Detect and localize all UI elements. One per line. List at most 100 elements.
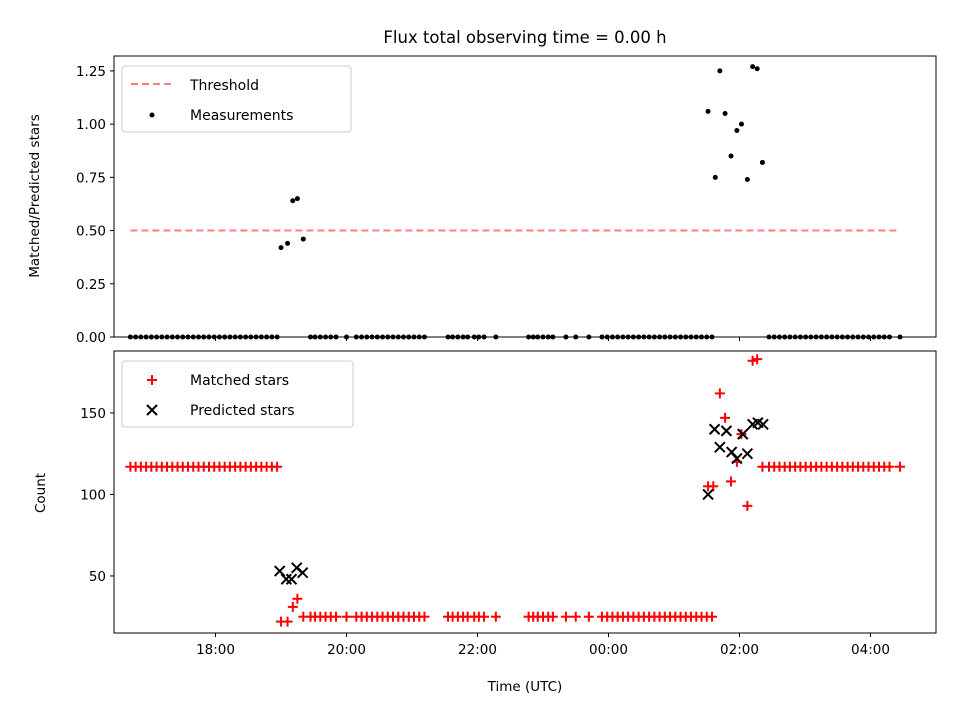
predicted-star-point [714,441,726,453]
measurement-point [481,334,487,340]
measurement-point [704,334,710,340]
measurement-point [886,334,892,340]
x-stroke [702,488,714,501]
matched-star-point [419,611,430,622]
measurement-point [860,334,866,340]
measurement-point [353,334,359,340]
measurement-point [540,334,546,340]
measurement-point [545,334,551,340]
matched-star-point [287,601,298,612]
matched-star-point [747,355,758,366]
measurement-point [278,245,284,251]
measurement-point [754,66,760,72]
measurement-point [818,334,824,340]
measurement-point [269,334,275,340]
measurement-point [526,334,532,340]
measurement-point [630,334,636,340]
top-legend-box [121,65,352,133]
measurement-point [759,159,765,165]
measurement-point [636,334,642,340]
measurement-point [693,334,699,340]
x-stroke [285,573,298,585]
predicted-star-point [720,425,733,437]
measurement-point [866,334,872,340]
measurement-point [586,334,592,340]
matched-star-point [479,611,490,622]
xtick-label: 04:00 [851,642,890,658]
measurement-point [688,334,694,340]
bottom-legend-box [121,360,354,428]
measurement-point [465,334,471,340]
matched-star-point [742,500,753,511]
measurement-point [834,334,840,340]
measurement-point [881,334,887,340]
measurement-point [766,334,772,340]
legend-threshold-label: Threshold [189,78,259,94]
measurement-point [678,334,684,340]
measurement-point [797,334,803,340]
measurement-point [620,334,626,340]
matched-star-point [272,461,283,472]
top-ytick-label: 1.00 [76,117,106,133]
predicted-star-point [280,573,292,585]
predicted-star-point [274,565,286,577]
measurement-point [401,334,407,340]
measurement-point [411,334,417,340]
measurement-point [709,334,715,340]
matched-star-point [708,481,719,492]
measurement-point [750,64,756,70]
x-stroke [741,447,754,460]
top-ytick-label: 1.25 [76,64,106,80]
measurement-point [792,334,798,340]
bottom-axes-frame [113,350,937,634]
matched-star-point [706,611,717,622]
measurement-point [609,334,615,340]
measurement-point [154,334,160,340]
measurement-point [460,334,466,340]
measurement-point [258,334,264,340]
measurement-point [738,121,744,127]
measurement-point [782,334,788,340]
legend-measurements-marker [149,112,155,118]
counts-plot: 50 100 150 18:00 20:00 22:00 00:00 02:00 04:00 [80,350,937,658]
predicted-star-point [296,566,309,579]
top-ytick-label: 0.50 [76,224,106,240]
measurement-point [476,334,482,340]
measurement-point [672,334,678,340]
measurement-point [455,334,461,340]
measurement-point [421,334,427,340]
matched-star-point [331,611,342,622]
x-stroke [752,417,764,429]
measurement-point [728,153,734,159]
bottom-ytick-label: 100 [80,487,106,503]
measurement-point [164,334,170,340]
measurement-point [317,334,323,340]
measurement-point [390,334,396,340]
measurement-point [323,334,329,340]
measurement-point [787,334,793,340]
matched-star-point [714,388,725,399]
measurement-point [573,334,579,340]
measurement-point [169,334,175,340]
predicted-star-point [285,573,298,585]
measurement-point [717,68,723,74]
xtick-label: 20:00 [327,642,366,658]
measurement-point [359,334,365,340]
x-stroke [714,441,726,453]
measurement-point [274,334,280,340]
matched-star-point [583,611,594,622]
measurement-point [813,334,819,340]
measurement-point [159,334,165,340]
x-stroke [280,573,292,585]
measurement-point [148,334,154,340]
measurement-point [248,334,254,340]
matched-star-point [752,354,763,365]
matched-star-point [560,611,571,622]
measurement-point [855,334,861,340]
x-stroke [274,565,286,577]
predicted-star-point [708,423,721,435]
measurement-point [416,334,422,340]
matched-star-point [725,476,736,487]
measurement-point [530,334,536,340]
measurement-point [133,334,139,340]
